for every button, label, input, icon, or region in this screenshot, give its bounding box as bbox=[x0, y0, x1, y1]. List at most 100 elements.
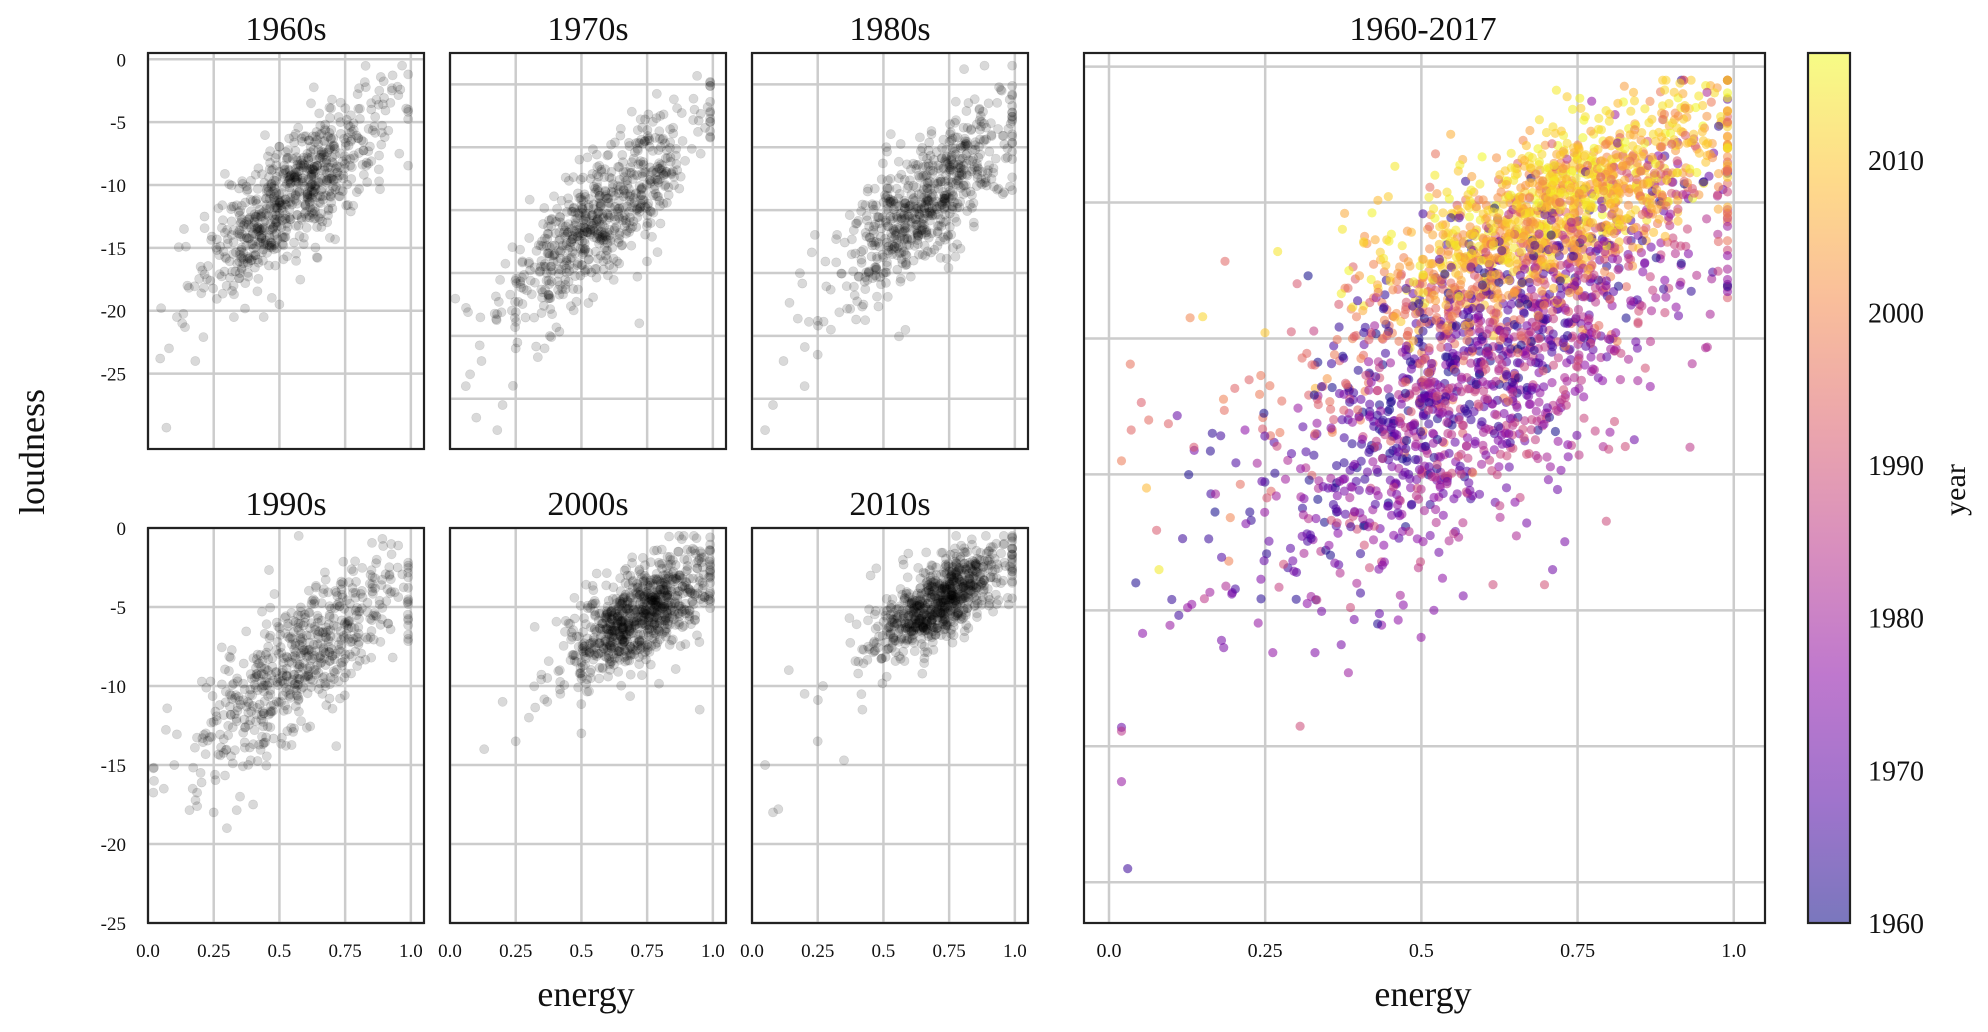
data-point bbox=[910, 647, 919, 656]
data-point bbox=[1165, 621, 1174, 630]
data-point bbox=[960, 544, 969, 553]
data-point bbox=[393, 563, 402, 572]
data-point bbox=[344, 607, 353, 616]
data-point bbox=[540, 203, 549, 212]
data-point bbox=[375, 600, 384, 609]
combined-xlabel: energy bbox=[1374, 974, 1471, 1014]
data-point bbox=[578, 641, 587, 650]
data-point bbox=[978, 167, 987, 176]
data-point bbox=[921, 171, 930, 180]
data-point bbox=[876, 232, 885, 241]
data-point bbox=[292, 256, 301, 265]
data-point bbox=[706, 555, 715, 564]
data-point bbox=[938, 620, 947, 629]
data-point bbox=[553, 204, 562, 213]
data-point bbox=[480, 745, 489, 754]
panel-1960s: 0-5-10-15-20-25 bbox=[101, 50, 424, 449]
data-point bbox=[293, 199, 302, 208]
data-point bbox=[970, 95, 979, 104]
data-point bbox=[810, 230, 819, 239]
data-point bbox=[793, 314, 802, 323]
data-point bbox=[1535, 115, 1544, 124]
data-point bbox=[592, 273, 601, 282]
data-point bbox=[1571, 387, 1580, 396]
data-point bbox=[1164, 419, 1173, 428]
data-point bbox=[404, 621, 413, 630]
x-tick-label: 0.75 bbox=[631, 941, 664, 962]
data-point bbox=[253, 756, 262, 765]
data-point bbox=[253, 287, 262, 296]
data-point bbox=[591, 264, 600, 273]
data-point bbox=[614, 614, 623, 623]
data-point bbox=[616, 587, 625, 596]
data-point bbox=[235, 696, 244, 705]
data-point bbox=[242, 186, 251, 195]
data-point bbox=[310, 207, 319, 216]
data-point bbox=[934, 184, 943, 193]
data-point bbox=[652, 546, 661, 555]
data-point bbox=[912, 619, 921, 628]
data-point bbox=[532, 342, 541, 351]
data-point bbox=[931, 210, 940, 219]
data-point bbox=[559, 228, 568, 237]
data-point bbox=[339, 557, 348, 566]
data-point bbox=[302, 223, 311, 232]
data-point bbox=[222, 281, 231, 290]
data-point bbox=[939, 598, 948, 607]
data-point bbox=[659, 199, 668, 208]
data-point bbox=[340, 620, 349, 629]
data-point bbox=[1547, 378, 1556, 387]
data-point bbox=[351, 557, 360, 566]
data-point bbox=[264, 565, 273, 574]
data-point bbox=[355, 84, 364, 93]
data-point bbox=[586, 665, 595, 674]
data-point bbox=[1652, 253, 1661, 262]
data-point bbox=[602, 569, 611, 578]
data-point bbox=[1552, 86, 1561, 95]
data-point bbox=[255, 659, 264, 668]
data-point bbox=[170, 760, 179, 769]
data-point bbox=[404, 573, 413, 582]
data-point bbox=[377, 128, 386, 137]
data-point bbox=[864, 184, 873, 193]
data-point bbox=[241, 722, 250, 731]
data-point bbox=[221, 253, 230, 262]
data-point bbox=[149, 788, 158, 797]
data-point bbox=[857, 207, 866, 216]
data-point bbox=[532, 246, 541, 255]
data-point bbox=[618, 635, 627, 644]
data-point bbox=[1672, 303, 1681, 312]
data-point bbox=[544, 657, 553, 666]
data-point bbox=[1575, 450, 1584, 459]
data-point bbox=[922, 548, 931, 557]
data-point bbox=[190, 743, 199, 752]
data-point bbox=[945, 209, 954, 218]
data-point bbox=[331, 586, 340, 595]
data-point bbox=[183, 281, 192, 290]
data-point bbox=[685, 606, 694, 615]
data-point bbox=[577, 700, 586, 709]
data-point bbox=[326, 632, 335, 641]
data-point bbox=[302, 631, 311, 640]
data-point bbox=[897, 170, 906, 179]
data-point bbox=[353, 661, 362, 670]
data-point bbox=[227, 217, 236, 226]
data-point bbox=[660, 181, 669, 190]
data-point bbox=[289, 727, 298, 736]
data-point bbox=[669, 167, 678, 176]
data-point bbox=[617, 241, 626, 250]
data-point bbox=[377, 615, 386, 624]
points-1990s bbox=[149, 531, 413, 833]
data-point bbox=[219, 748, 228, 757]
data-point bbox=[874, 302, 883, 311]
data-point bbox=[956, 244, 965, 253]
data-point bbox=[654, 598, 663, 607]
data-point bbox=[395, 149, 404, 158]
data-point bbox=[215, 270, 224, 279]
data-point bbox=[547, 333, 556, 342]
data-point bbox=[511, 317, 520, 326]
data-point bbox=[394, 593, 403, 602]
data-point bbox=[531, 703, 540, 712]
data-point bbox=[271, 668, 280, 677]
data-point bbox=[1217, 636, 1226, 645]
